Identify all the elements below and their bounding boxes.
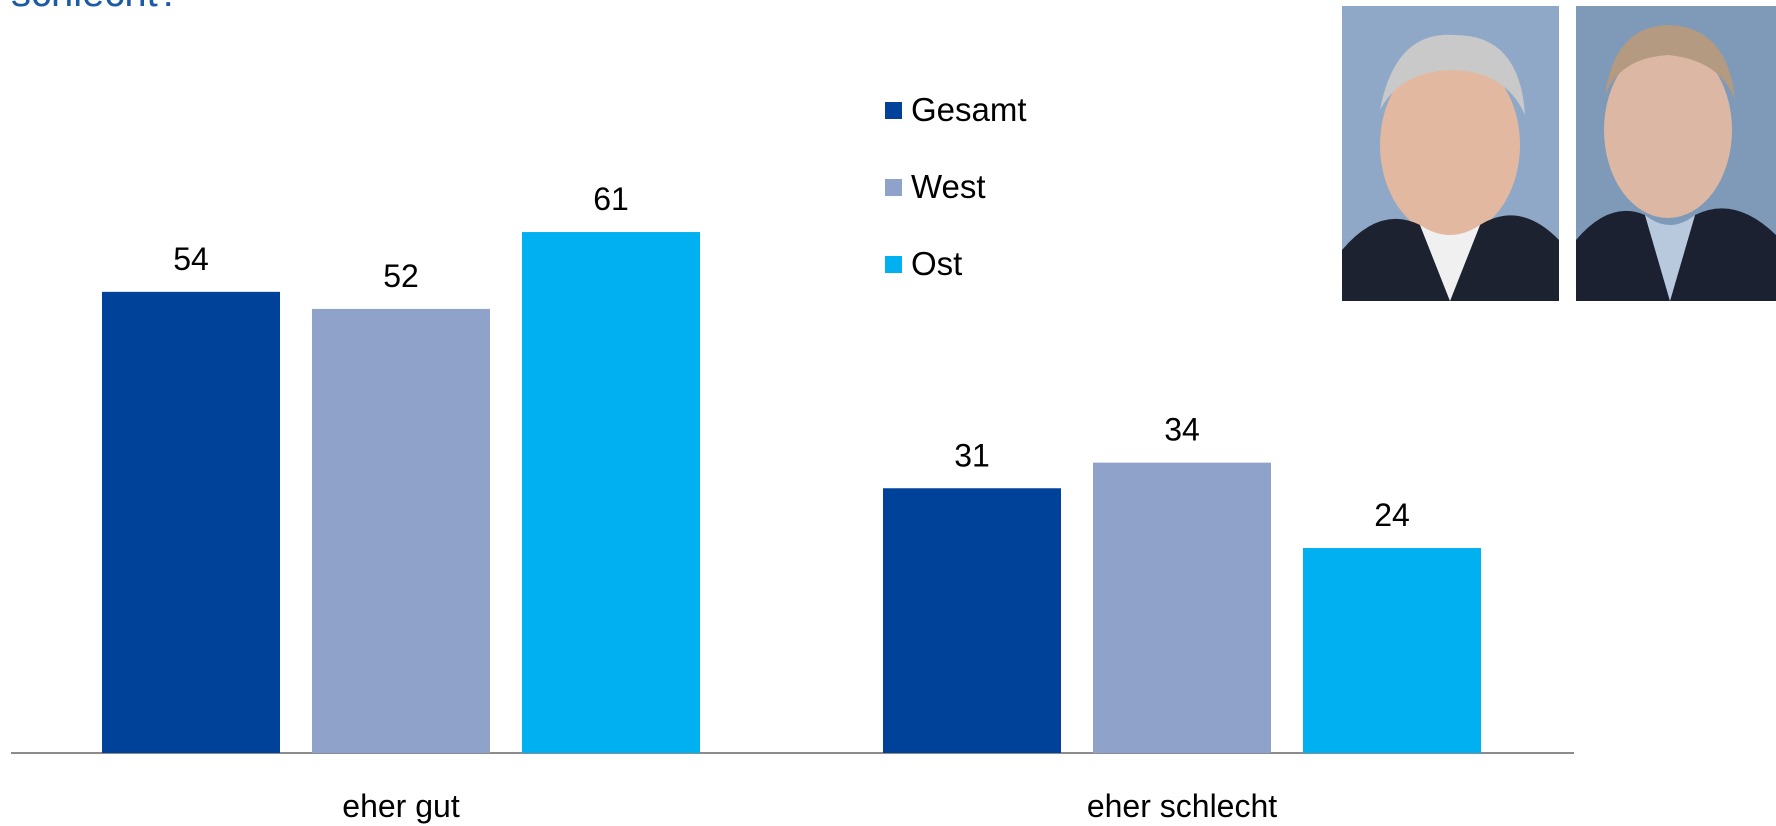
legend-swatch — [885, 256, 902, 273]
x-tick-label: eher schlecht — [1087, 788, 1277, 824]
photo — [1342, 6, 1559, 301]
legend-swatch — [885, 102, 902, 119]
x-tick-label: eher gut — [342, 788, 460, 824]
bar — [522, 232, 700, 753]
bar — [1303, 548, 1481, 753]
legend-label: West — [911, 168, 986, 205]
value-label: 52 — [383, 258, 419, 294]
value-label: 34 — [1164, 412, 1200, 448]
legend-label: Gesamt — [911, 91, 1027, 128]
value-label: 24 — [1374, 497, 1410, 533]
photo — [1576, 6, 1776, 301]
legend-swatch — [885, 179, 902, 196]
value-label: 31 — [954, 437, 990, 473]
value-label: 54 — [173, 241, 209, 277]
bar — [312, 308, 490, 753]
bar — [1093, 462, 1271, 753]
bar — [102, 291, 280, 753]
bar — [883, 488, 1061, 753]
value-label: 61 — [593, 181, 629, 217]
chart-title: schlecht? — [11, 0, 180, 15]
legend-label: Ost — [911, 245, 962, 282]
